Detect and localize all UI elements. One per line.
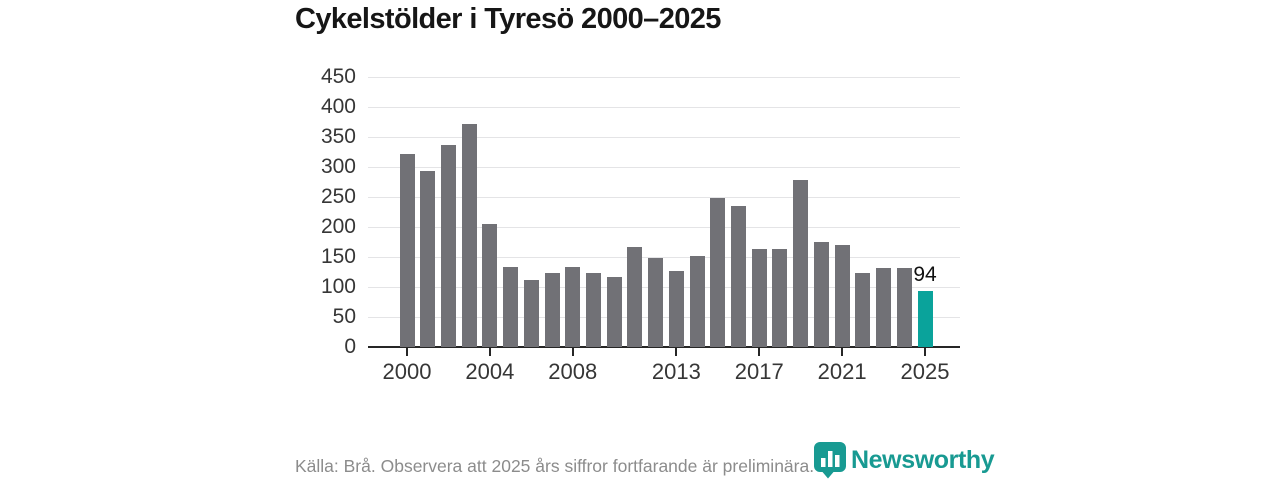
- bar-2018: [772, 249, 788, 347]
- bar-2025: [917, 290, 933, 347]
- newsworthy-barchart-pin-icon: [814, 442, 846, 479]
- y-axis-tick-label: 50: [332, 305, 356, 328]
- gridline-y400: [368, 107, 960, 108]
- bar-2001: [420, 171, 436, 347]
- gridline-y50: [368, 317, 960, 318]
- bar-2017: [751, 249, 767, 347]
- y-axis-tick-label: 200: [320, 215, 356, 238]
- y-axis-tick-label: 350: [320, 125, 356, 148]
- bar-2010: [606, 276, 622, 347]
- newsworthy-logo: Newsworthy: [813, 441, 995, 479]
- chart-title: Cykelstölder i Tyresö 2000–2025: [295, 3, 721, 35]
- bar-2002: [440, 145, 456, 347]
- bar-2019: [793, 179, 809, 347]
- x-axis-tick-label: 2021: [817, 359, 867, 384]
- bar-2000: [399, 154, 415, 347]
- x-axis-tick: [841, 348, 844, 356]
- x-axis-tick-label: 2013: [651, 359, 701, 384]
- bar-2015: [710, 198, 726, 347]
- bar-2024: [896, 268, 912, 347]
- bar-2022: [855, 272, 871, 347]
- x-axis-tick: [488, 348, 491, 356]
- bar-2020: [813, 242, 829, 347]
- x-axis-tick: [571, 348, 574, 356]
- bar-2021: [834, 245, 850, 347]
- x-axis-tick: [675, 348, 678, 356]
- bar-2007: [544, 273, 560, 347]
- bar-2004: [482, 224, 498, 347]
- y-axis-tick-label: 150: [320, 245, 356, 268]
- bar-chart-plot: 0 50 100 150 200 250 300 350 400 450 94 2000 2004 200…: [321, 65, 960, 384]
- source-note: Källa: Brå. Observera att 2025 års siffr…: [295, 456, 815, 476]
- y-axis-tick-label: 300: [320, 155, 356, 178]
- y-axis-tick-label: 400: [320, 95, 356, 118]
- newsworthy-logo-text: Newsworthy: [851, 445, 995, 474]
- y-axis-tick-label: 450: [320, 65, 356, 88]
- bar-2012: [648, 258, 664, 347]
- bar-2005: [503, 266, 519, 347]
- bar-2013: [668, 270, 684, 347]
- y-axis-tick-label: 0: [344, 335, 356, 358]
- bar-2011: [627, 246, 643, 347]
- x-axis-tick: [406, 348, 408, 356]
- x-axis-tick-label: 2025: [900, 359, 950, 384]
- bar-2014: [689, 256, 705, 347]
- y-axis-tick-label: 250: [320, 185, 356, 208]
- gridline-y250: [368, 197, 960, 198]
- bar-2009: [585, 272, 601, 347]
- x-axis-tick-label: 2008: [548, 359, 598, 384]
- x-axis-tick-label: 2017: [734, 359, 784, 384]
- highlight-value-label: 94: [913, 262, 937, 286]
- bar-2023: [876, 267, 892, 347]
- gridline-y150: [368, 257, 960, 258]
- bar-2016: [731, 206, 747, 347]
- gridline-y450: [368, 77, 960, 78]
- x-axis-tick-label: 2004: [465, 359, 515, 384]
- x-axis-tick: [758, 348, 761, 356]
- y-axis-tick-label: 100: [320, 275, 356, 298]
- gridline-y300: [368, 167, 960, 168]
- x-axis-tick-label: 2000: [382, 359, 432, 384]
- gridline-y100: [368, 287, 960, 288]
- x-axis-tick: [924, 348, 926, 356]
- x-axis-line: [368, 346, 960, 348]
- bar-2008: [565, 266, 581, 347]
- bar-2003: [461, 124, 477, 347]
- bar-2006: [523, 279, 539, 347]
- gridline-y350: [368, 137, 960, 138]
- gridline-y200: [368, 227, 960, 228]
